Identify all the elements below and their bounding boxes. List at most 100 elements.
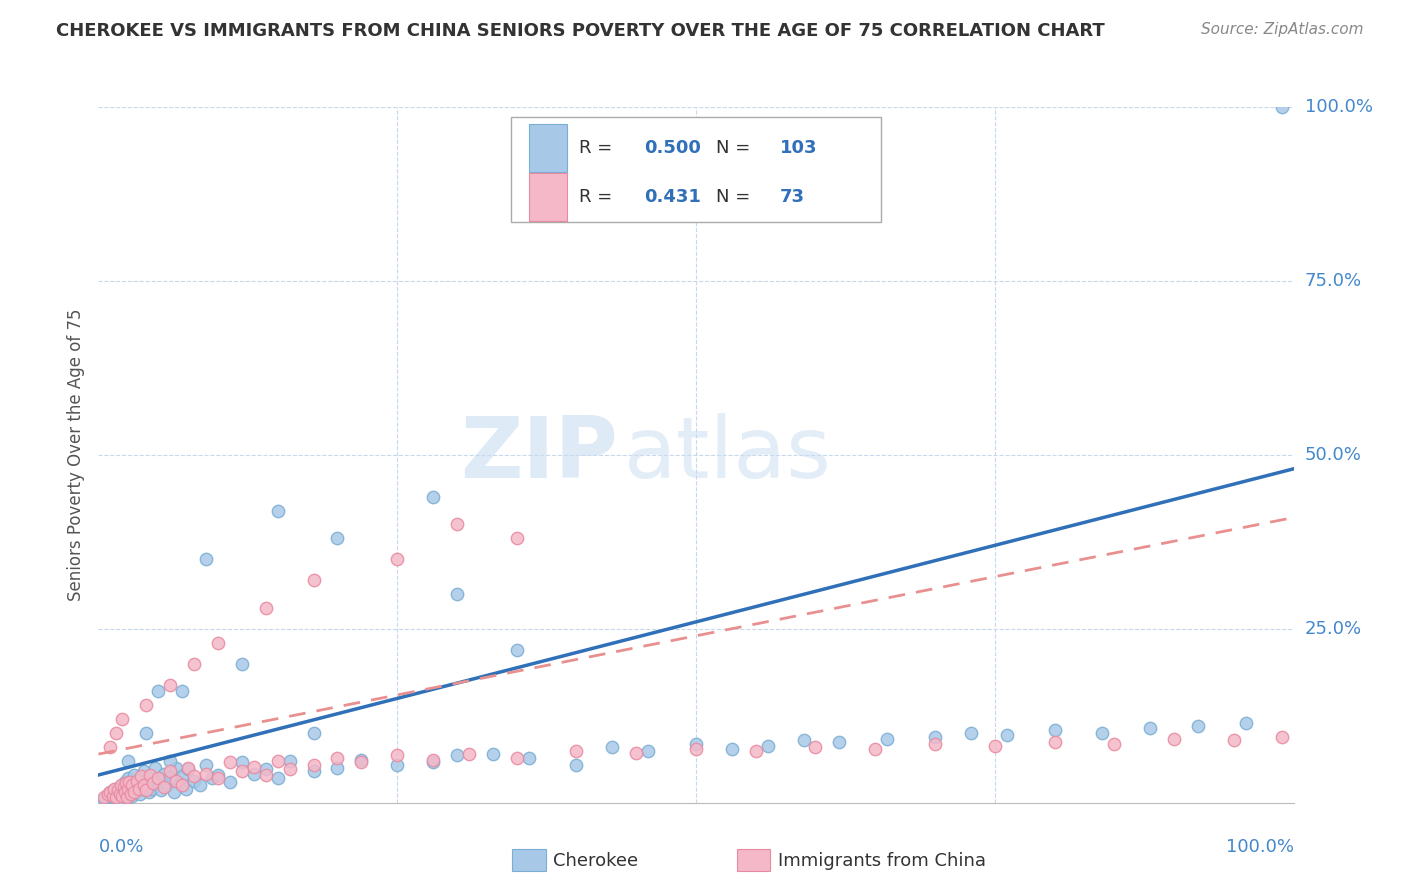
Point <box>125 780 148 795</box>
Text: 50.0%: 50.0% <box>1305 446 1361 464</box>
Point <box>385 552 409 566</box>
Point <box>231 657 253 671</box>
Text: 25.0%: 25.0% <box>1305 620 1362 638</box>
Point <box>446 748 468 763</box>
Point <box>1102 737 1125 751</box>
Point <box>139 769 162 783</box>
Point <box>115 790 138 805</box>
Point <box>924 737 946 751</box>
Point <box>924 730 946 744</box>
Text: 103: 103 <box>779 139 817 157</box>
Point <box>115 790 138 805</box>
Text: N =: N = <box>716 139 756 157</box>
Point <box>188 778 211 792</box>
Point <box>685 737 707 751</box>
Point <box>103 781 125 796</box>
Point <box>118 788 141 802</box>
Point <box>624 746 647 760</box>
Point <box>118 775 141 789</box>
Point <box>828 734 851 748</box>
Point <box>115 781 138 796</box>
Point <box>108 788 131 802</box>
Point <box>517 750 540 764</box>
Point <box>120 778 142 792</box>
Point <box>302 757 325 772</box>
Point <box>120 788 142 802</box>
Point <box>983 739 1005 753</box>
Text: Source: ZipAtlas.com: Source: ZipAtlas.com <box>1201 22 1364 37</box>
Point <box>231 756 253 770</box>
Point <box>1234 715 1257 730</box>
Point <box>876 731 898 746</box>
Point <box>148 772 170 786</box>
Point <box>793 733 815 747</box>
Text: Immigrants from China: Immigrants from China <box>778 852 986 870</box>
FancyBboxPatch shape <box>510 118 882 222</box>
Point <box>565 744 588 758</box>
Point <box>506 532 529 546</box>
Point <box>153 766 176 780</box>
Point <box>177 761 200 775</box>
Point <box>159 677 181 691</box>
Text: ZIP: ZIP <box>461 413 619 497</box>
Point <box>350 753 373 767</box>
Text: 0.0%: 0.0% <box>98 838 143 855</box>
Point <box>183 657 205 671</box>
Point <box>117 754 139 768</box>
Text: 73: 73 <box>779 188 804 206</box>
Point <box>1043 734 1066 748</box>
Point <box>117 772 139 786</box>
Point <box>132 778 155 792</box>
Text: Cherokee: Cherokee <box>553 852 638 870</box>
Point <box>207 636 229 650</box>
Point <box>142 776 165 790</box>
Point <box>422 490 444 504</box>
Point <box>98 789 122 803</box>
Point <box>135 698 157 713</box>
Text: CHEROKEE VS IMMIGRANTS FROM CHINA SENIORS POVERTY OVER THE AGE OF 75 CORRELATION: CHEROKEE VS IMMIGRANTS FROM CHINA SENIOR… <box>56 22 1105 40</box>
Point <box>637 744 659 758</box>
Point <box>117 781 139 796</box>
Point <box>131 769 153 783</box>
Point <box>172 769 194 783</box>
Point <box>155 778 177 792</box>
Point <box>112 780 135 795</box>
Point <box>93 790 115 805</box>
Point <box>159 772 181 786</box>
Point <box>110 778 132 792</box>
Point <box>139 768 162 782</box>
Point <box>385 757 409 772</box>
Point <box>458 747 481 761</box>
Point <box>98 785 122 799</box>
Point <box>159 764 181 779</box>
Point <box>183 769 205 783</box>
Point <box>108 780 131 795</box>
Point <box>350 756 373 770</box>
Point <box>685 741 707 756</box>
Point <box>243 766 266 780</box>
Text: N =: N = <box>716 188 756 206</box>
Point <box>302 573 325 587</box>
Point <box>98 740 122 755</box>
Point <box>138 785 160 799</box>
Point <box>1163 731 1185 746</box>
Point <box>506 642 529 657</box>
Text: 100.0%: 100.0% <box>1226 838 1294 855</box>
Point <box>995 728 1018 742</box>
Text: R =: R = <box>579 188 617 206</box>
Point <box>1271 100 1294 114</box>
Point <box>278 754 301 768</box>
Point <box>172 684 194 698</box>
Point <box>326 761 349 775</box>
Point <box>302 726 325 740</box>
Point <box>124 785 146 799</box>
Point <box>804 740 827 755</box>
FancyBboxPatch shape <box>529 173 567 221</box>
Point <box>1271 730 1294 744</box>
Point <box>756 739 779 753</box>
Point <box>1222 733 1246 747</box>
Point <box>125 773 148 788</box>
Point <box>169 776 191 790</box>
Point <box>194 552 217 566</box>
Point <box>122 776 145 790</box>
